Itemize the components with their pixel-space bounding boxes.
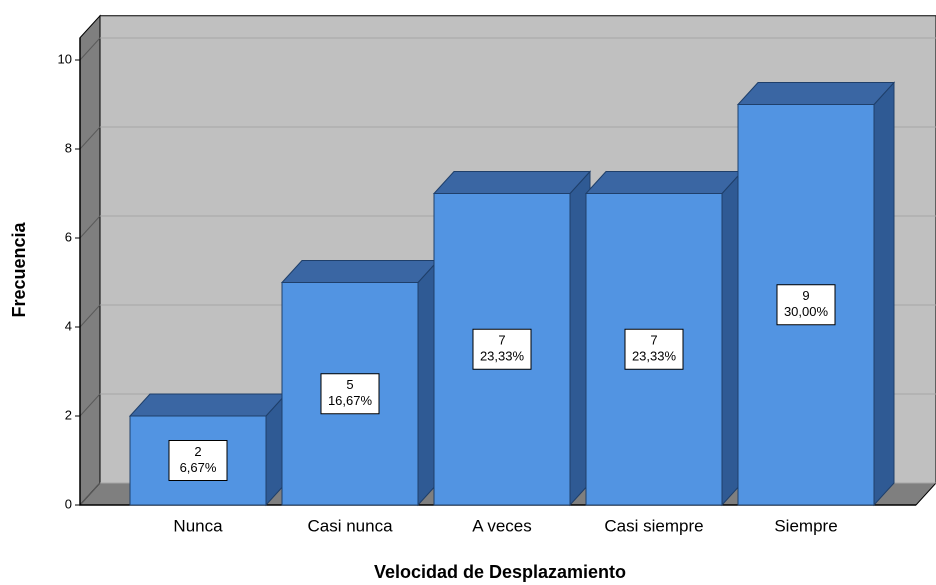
percent-label: 30,00% [784,304,829,319]
left-wall [79,14,101,507]
y-tick-label: 4 [65,318,72,333]
grid-line [79,393,101,417]
grid-line [79,304,101,328]
y-tick-label: 0 [65,496,72,511]
y-tick-label: 2 [65,407,72,422]
y-axis-label: Frecuencia [9,221,29,317]
x-tick-label: Nunca [173,516,223,535]
bar-top [432,171,592,194]
percent-label: 16,67% [328,393,373,408]
data-label: 9 [802,288,809,303]
x-tick-label: Casi nunca [307,516,393,535]
data-label-box [472,328,532,370]
y-tick-label: 10 [58,51,72,66]
bar-top [128,393,288,417]
bar-side [873,81,895,507]
data-label-box [168,440,228,481]
data-label: 7 [650,333,657,348]
percent-label: 23,33% [480,349,525,364]
y-tick-label: 8 [65,140,72,155]
data-label-box [320,373,380,415]
data-label: 5 [346,377,353,392]
data-label: 2 [194,444,201,459]
bar-top [736,82,896,105]
bar-top [280,260,440,283]
grid-line [79,126,101,150]
data-label: 7 [498,333,505,348]
x-axis-label: Velocidad de Desplazamiento [374,562,626,582]
x-tick-label: A veces [472,516,532,535]
bar-top [584,171,744,194]
grid-line [79,215,101,239]
x-tick-label: Siempre [774,516,837,535]
grid-line [79,37,101,61]
y-tick-label: 6 [65,229,72,244]
data-label-box [776,284,836,326]
percent-label: 6,67% [180,460,217,475]
x-tick-label: Casi siempre [604,516,703,535]
data-label-box [624,328,684,370]
percent-label: 23,33% [632,349,677,364]
grid-line [79,482,101,506]
